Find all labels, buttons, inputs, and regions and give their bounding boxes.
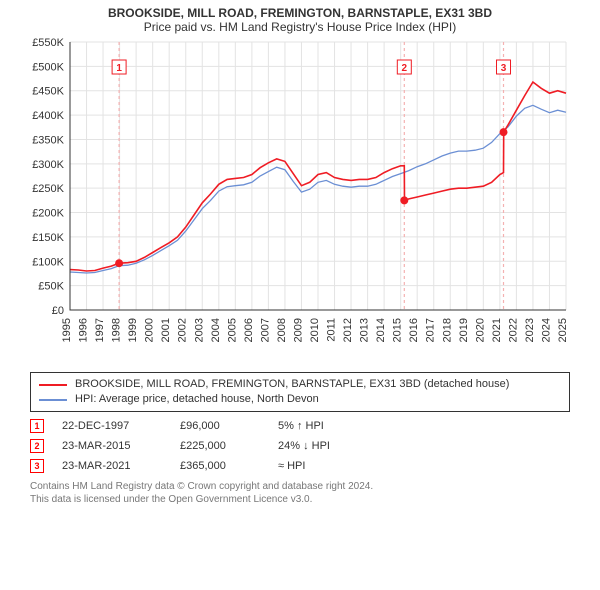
- svg-text:2007: 2007: [259, 318, 271, 342]
- chart-area: £0 £50K £100K £150K £200K £250K £300K £350K £400…: [20, 36, 580, 366]
- footer-attribution: Contains HM Land Registry data © Crown c…: [30, 480, 570, 506]
- event-price-2: £225,000: [180, 436, 260, 456]
- event-date-2: 23-MAR-2015: [62, 436, 162, 456]
- svg-text:2022: 2022: [507, 318, 519, 342]
- event-row-1: 1 22-DEC-1997 £96,000 5% ↑ HPI: [30, 416, 570, 436]
- svg-text:£200K: £200K: [32, 208, 64, 220]
- legend-swatch-subject: [39, 384, 67, 386]
- event-vs-3: ≈ HPI: [278, 456, 378, 476]
- sale-dot-3: [500, 128, 508, 136]
- footer-line-2: This data is licensed under the Open Gov…: [30, 493, 570, 506]
- event-marker-2-icon: 2: [30, 439, 44, 453]
- svg-text:£500K: £500K: [32, 61, 64, 73]
- svg-text:2000: 2000: [144, 318, 156, 342]
- svg-text:2012: 2012: [342, 318, 354, 342]
- svg-text:1995: 1995: [61, 318, 73, 342]
- svg-text:2014: 2014: [375, 318, 387, 342]
- svg-text:£50K: £50K: [38, 281, 64, 293]
- svg-text:£450K: £450K: [32, 86, 64, 98]
- svg-text:2001: 2001: [160, 318, 172, 342]
- sale-dot-1: [115, 259, 123, 267]
- svg-text:£300K: £300K: [32, 159, 64, 171]
- svg-text:£550K: £550K: [32, 37, 64, 49]
- event-vs-1: 5% ↑ HPI: [278, 416, 378, 436]
- event-price-3: £365,000: [180, 456, 260, 476]
- svg-text:2013: 2013: [359, 318, 371, 342]
- svg-text:2: 2: [402, 63, 408, 74]
- footer-line-1: Contains HM Land Registry data © Crown c…: [30, 480, 570, 493]
- svg-text:2011: 2011: [326, 318, 338, 342]
- svg-text:2010: 2010: [309, 318, 321, 342]
- event-list: 1 22-DEC-1997 £96,000 5% ↑ HPI 2 23-MAR-…: [30, 416, 570, 476]
- title-line-2: Price paid vs. HM Land Registry's House …: [8, 20, 592, 34]
- svg-text:2008: 2008: [276, 318, 288, 342]
- legend-swatch-hpi: [39, 399, 67, 401]
- legend-label-subject: BROOKSIDE, MILL ROAD, FREMINGTON, BARNST…: [75, 377, 509, 392]
- svg-text:2019: 2019: [458, 318, 470, 342]
- svg-text:1: 1: [116, 63, 122, 74]
- event-date-3: 23-MAR-2021: [62, 456, 162, 476]
- svg-text:2023: 2023: [524, 318, 536, 342]
- event-price-1: £96,000: [180, 416, 260, 436]
- sale-dot-2: [400, 196, 408, 204]
- svg-text:3: 3: [501, 63, 507, 74]
- svg-text:£250K: £250K: [32, 183, 64, 195]
- svg-text:2006: 2006: [243, 318, 255, 342]
- event-date-1: 22-DEC-1997: [62, 416, 162, 436]
- svg-text:2021: 2021: [491, 318, 503, 342]
- svg-text:2018: 2018: [441, 318, 453, 342]
- svg-text:2025: 2025: [557, 318, 569, 342]
- svg-text:1999: 1999: [127, 318, 139, 342]
- event-vs-2: 24% ↓ HPI: [278, 436, 378, 456]
- svg-text:1997: 1997: [94, 318, 106, 342]
- svg-text:£0: £0: [52, 305, 64, 317]
- event-row-2: 2 23-MAR-2015 £225,000 24% ↓ HPI: [30, 436, 570, 456]
- svg-text:2009: 2009: [292, 318, 304, 342]
- chart-title-block: BROOKSIDE, MILL ROAD, FREMINGTON, BARNST…: [0, 0, 600, 36]
- svg-text:2004: 2004: [210, 318, 222, 342]
- svg-text:2024: 2024: [540, 318, 552, 342]
- legend-row-subject: BROOKSIDE, MILL ROAD, FREMINGTON, BARNST…: [39, 377, 561, 392]
- svg-text:2015: 2015: [392, 318, 404, 342]
- svg-text:1996: 1996: [78, 318, 90, 342]
- svg-text:2005: 2005: [226, 318, 238, 342]
- svg-text:2020: 2020: [474, 318, 486, 342]
- svg-text:1998: 1998: [111, 318, 123, 342]
- svg-text:£400K: £400K: [32, 110, 64, 122]
- price-chart: £0 £50K £100K £150K £200K £250K £300K £350K £400…: [20, 36, 580, 366]
- svg-text:2016: 2016: [408, 318, 420, 342]
- event-marker-1-icon: 1: [30, 419, 44, 433]
- svg-text:2002: 2002: [177, 318, 189, 342]
- event-marker-3-icon: 3: [30, 459, 44, 473]
- legend-label-hpi: HPI: Average price, detached house, Nort…: [75, 392, 319, 407]
- svg-text:£150K: £150K: [32, 232, 64, 244]
- legend-row-hpi: HPI: Average price, detached house, Nort…: [39, 392, 561, 407]
- event-row-3: 3 23-MAR-2021 £365,000 ≈ HPI: [30, 456, 570, 476]
- svg-text:£100K: £100K: [32, 256, 64, 268]
- title-line-1: BROOKSIDE, MILL ROAD, FREMINGTON, BARNST…: [8, 6, 592, 20]
- svg-text:£350K: £350K: [32, 134, 64, 146]
- svg-text:2003: 2003: [193, 318, 205, 342]
- svg-text:2017: 2017: [425, 318, 437, 342]
- legend: BROOKSIDE, MILL ROAD, FREMINGTON, BARNST…: [30, 372, 570, 412]
